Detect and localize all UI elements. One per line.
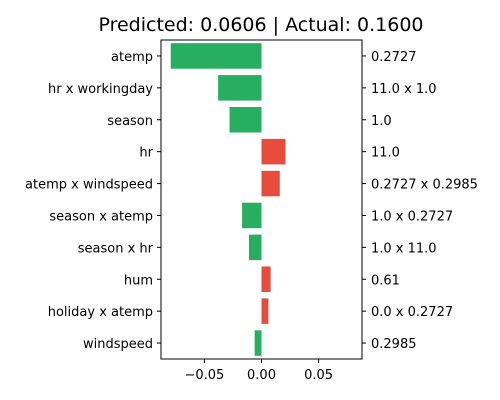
bar: [170, 43, 262, 69]
feature-value-label: 0.2985: [371, 337, 417, 352]
y-tick-label: hr x workingday: [48, 82, 153, 97]
bar: [242, 202, 262, 229]
y-tick-label: windspeed: [83, 337, 153, 352]
feature-value-label: 0.2727 x 0.2985: [371, 178, 478, 193]
axes-layer: atemp 0.2727 hr x workingday 11.0 x 1.0 seas…: [25, 39, 478, 383]
y-tick-label: atemp x windspeed: [25, 178, 153, 193]
x-tick-label: 0.05: [304, 368, 333, 383]
feature-value-label: 0.0 x 0.2727: [371, 305, 453, 320]
bar: [218, 75, 262, 101]
feature-value-label: 11.0 x 1.0: [371, 82, 437, 97]
bars-layer: [170, 43, 286, 356]
feature-value-label: 0.61: [371, 273, 400, 288]
feature-value-label: 1.0: [371, 114, 392, 129]
bar: [261, 138, 286, 165]
y-tick-label: hum: [124, 273, 153, 288]
x-tick-label: 0.00: [247, 368, 276, 383]
y-tick-label: season x atemp: [49, 209, 153, 224]
bar: [254, 330, 262, 356]
bar: [261, 298, 269, 324]
x-tick-label: −0.05: [184, 368, 224, 383]
y-tick-label: atemp: [111, 50, 153, 65]
y-tick-label: season x hr: [78, 241, 154, 256]
feature-value-label: 0.2727: [371, 50, 417, 65]
y-tick-label: season: [107, 114, 153, 129]
bar: [261, 170, 280, 197]
chart-title: Predicted: 0.0606 | Actual: 0.1600: [98, 14, 423, 36]
feature-value-label: 1.0 x 11.0: [371, 241, 437, 256]
feature-value-label: 11.0: [371, 146, 400, 161]
y-tick-label: hr: [139, 146, 153, 161]
feature-value-label: 1.0 x 0.2727: [371, 209, 453, 224]
bar: [261, 266, 271, 293]
bar: [248, 234, 262, 261]
bar: [229, 106, 262, 133]
y-tick-label: holiday x atemp: [48, 305, 153, 320]
